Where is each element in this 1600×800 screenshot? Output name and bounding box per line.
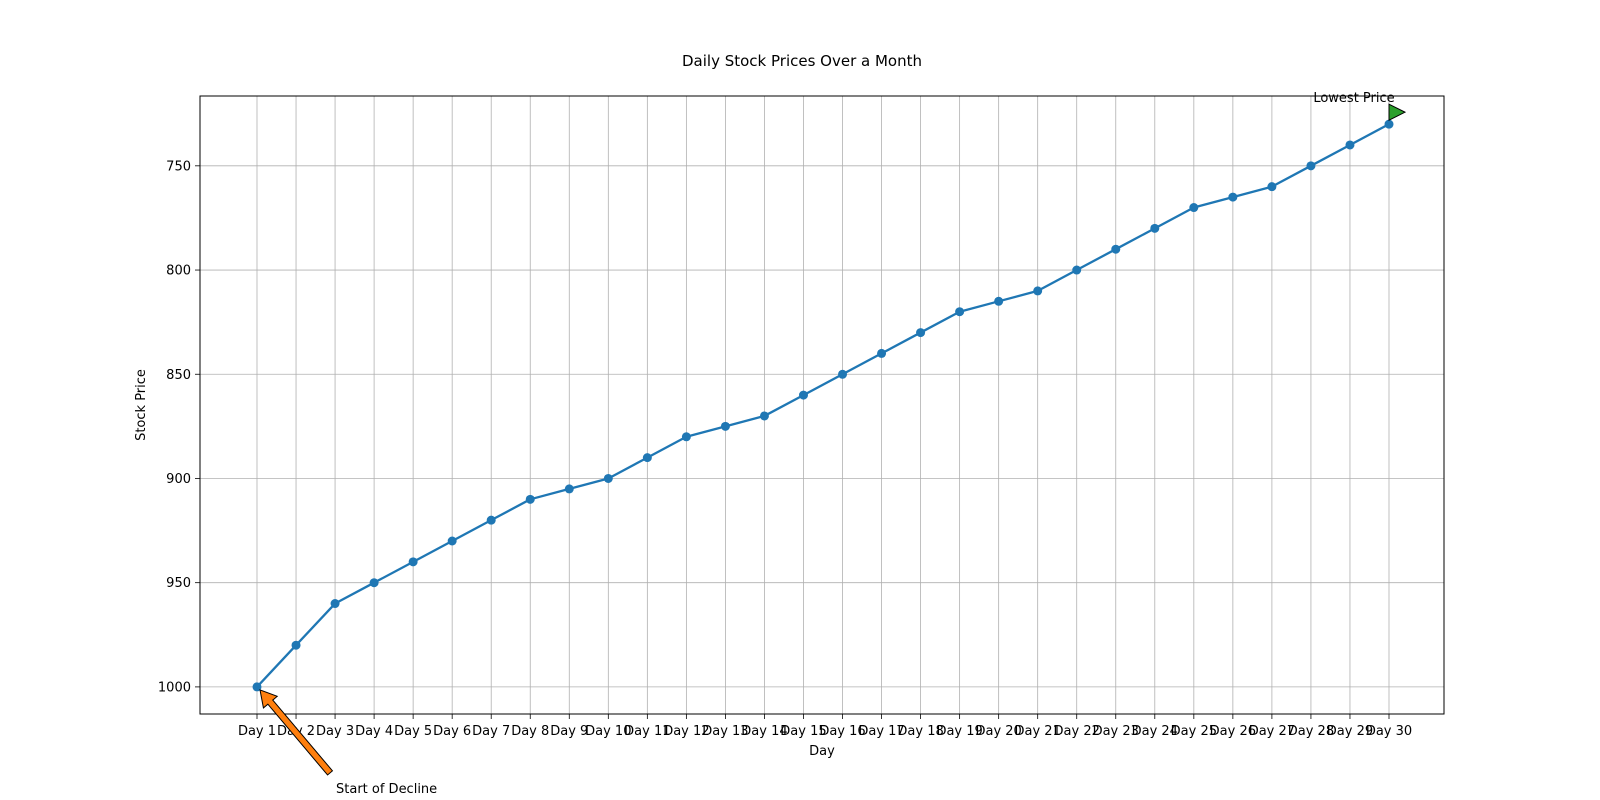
data-point xyxy=(760,411,769,420)
data-point xyxy=(838,370,847,379)
y-axis-label: Stock Price xyxy=(134,369,149,441)
x-tick-label: Day 9 xyxy=(550,724,588,739)
data-point xyxy=(1111,245,1120,254)
x-tick-label: Day 30 xyxy=(1366,724,1412,739)
y-tick-label: 950 xyxy=(166,576,191,591)
data-point xyxy=(448,537,457,546)
data-point xyxy=(526,495,535,504)
chart-title: Daily Stock Prices Over a Month xyxy=(682,52,922,70)
data-point xyxy=(877,349,886,358)
x-tick-label: Day 6 xyxy=(433,724,471,739)
data-point xyxy=(1306,161,1315,170)
x-tick-label: Day 4 xyxy=(355,724,393,739)
data-point xyxy=(799,391,808,400)
x-tick-label: Day 3 xyxy=(316,724,354,739)
data-point xyxy=(370,578,379,587)
x-tick-label: Day 1 xyxy=(238,724,276,739)
x-tick-label: Day 7 xyxy=(472,724,510,739)
data-point xyxy=(409,557,418,566)
y-tick-label: 900 xyxy=(166,472,191,487)
data-point xyxy=(331,599,340,608)
y-tick-label: 1000 xyxy=(158,680,191,695)
data-point xyxy=(1385,120,1394,129)
data-point xyxy=(643,453,652,462)
data-point xyxy=(1345,140,1354,149)
data-point xyxy=(565,484,574,493)
data-point xyxy=(292,641,301,650)
y-tick-label: 800 xyxy=(166,264,191,279)
y-tick-label: 750 xyxy=(166,159,191,174)
lowest-price-label: Lowest Price xyxy=(1313,91,1394,106)
data-point xyxy=(1150,224,1159,233)
x-tick-label: Day 5 xyxy=(394,724,432,739)
data-point xyxy=(1033,286,1042,295)
data-point xyxy=(682,432,691,441)
data-point xyxy=(916,328,925,337)
data-point xyxy=(955,307,964,316)
data-point xyxy=(721,422,730,431)
x-axis-label: Day xyxy=(809,744,835,759)
data-point xyxy=(604,474,613,483)
data-point xyxy=(994,297,1003,306)
data-point xyxy=(487,516,496,525)
data-point xyxy=(1228,193,1237,202)
data-point xyxy=(1267,182,1276,191)
x-tick-label: Day 8 xyxy=(511,724,549,739)
y-tick-label: 850 xyxy=(166,368,191,383)
data-point xyxy=(1072,266,1081,275)
start-of-decline-label: Start of Decline xyxy=(336,782,437,797)
data-point xyxy=(1189,203,1198,212)
